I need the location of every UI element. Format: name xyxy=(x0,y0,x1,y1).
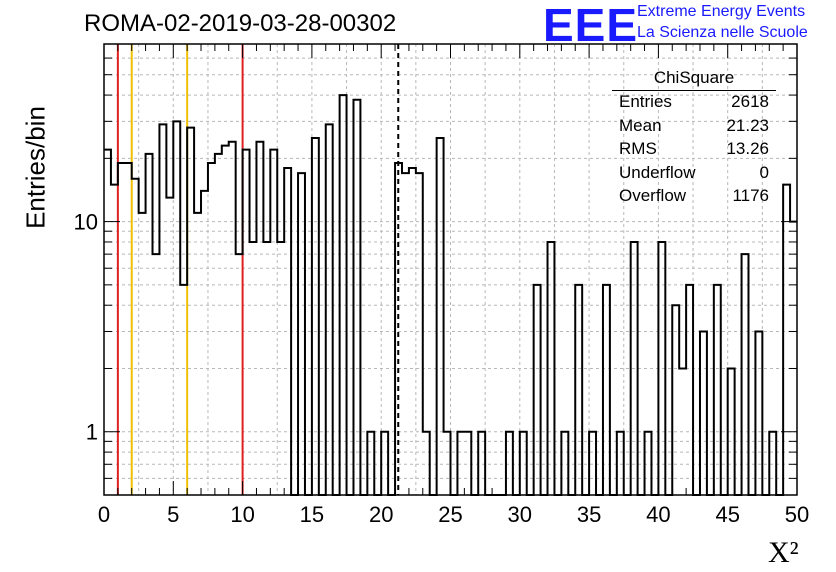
x-axis-label: X² xyxy=(768,536,799,569)
stats-key: Underflow xyxy=(619,163,696,182)
histogram-bin xyxy=(243,150,250,495)
stats-value: 13.26 xyxy=(726,139,769,158)
x-tick-label: 30 xyxy=(508,502,532,527)
x-tick-label: 20 xyxy=(369,502,393,527)
x-tick-label: 5 xyxy=(167,502,179,527)
histogram-outline xyxy=(104,94,797,496)
stats-key: Mean xyxy=(619,116,662,135)
histogram-bin xyxy=(215,154,222,495)
x-tick-label: 25 xyxy=(438,502,462,527)
histogram-bin xyxy=(173,121,180,495)
stats-row-rms: RMS 13.26 xyxy=(619,139,769,163)
stats-box-title: ChiSquare xyxy=(653,68,735,87)
histogram-bin xyxy=(201,191,208,495)
x-tick-label: 50 xyxy=(785,502,809,527)
histogram-bin xyxy=(742,254,749,495)
histogram-bin xyxy=(208,163,215,495)
y-tick-label: 1 xyxy=(86,420,98,445)
chart-title: ROMA-02-2019-03-28-00302 xyxy=(84,10,397,37)
x-tick-label: 0 xyxy=(98,502,110,527)
histogram-bin xyxy=(755,331,762,495)
stats-value: 21.23 xyxy=(726,116,769,135)
x-tick-label: 45 xyxy=(715,502,739,527)
y-tick-label: 10 xyxy=(74,210,98,235)
stats-value: 0 xyxy=(759,163,769,182)
histogram-bin xyxy=(672,305,679,495)
y-axis-label-box: Entries/bin xyxy=(6,106,51,232)
histogram-bin xyxy=(236,254,243,495)
histogram-bin xyxy=(270,150,277,495)
stats-row-underflow: Underflow 0 xyxy=(619,163,769,187)
x-tick-label: 10 xyxy=(230,502,254,527)
histogram-bin xyxy=(603,285,610,495)
histogram-bin xyxy=(326,124,333,495)
stats-key: Entries xyxy=(619,92,672,111)
stats-key: Overflow xyxy=(619,186,687,205)
histogram-bin xyxy=(229,142,236,495)
histogram-bin xyxy=(132,179,139,495)
histogram-bin xyxy=(187,128,194,495)
histogram-bin xyxy=(353,100,360,495)
y-axis-label: Entries/bin xyxy=(20,106,51,229)
x-tick-label: 15 xyxy=(300,502,324,527)
histogram-bin xyxy=(222,146,229,495)
axis-ticks xyxy=(103,44,798,495)
histogram-bin xyxy=(139,213,146,495)
histogram-bin xyxy=(534,285,541,495)
stats-row-mean: Mean 21.23 xyxy=(619,116,769,140)
x-tick-label: 35 xyxy=(577,502,601,527)
histogram-bin xyxy=(700,331,707,495)
histogram-bin xyxy=(159,124,166,495)
stats-divider xyxy=(612,90,776,91)
tick-labels: 0 5 10 15 20 25 30 35 40 45 50 1 10 xyxy=(74,210,810,527)
histogram-bin xyxy=(256,142,263,495)
histogram-bins xyxy=(104,94,797,496)
stats-key: RMS xyxy=(619,139,657,158)
histogram-bin xyxy=(340,95,347,495)
histogram-bin xyxy=(686,285,693,495)
histogram-bin xyxy=(194,213,201,495)
x-tick-label: 40 xyxy=(646,502,670,527)
histogram-bin xyxy=(395,163,402,495)
histogram-bin xyxy=(790,222,797,495)
logo-line2: La Scienza nelle Scuole xyxy=(637,24,808,41)
histogram-bin xyxy=(104,150,111,495)
histogram-bin xyxy=(714,285,721,495)
stats-value: 2618 xyxy=(731,92,769,111)
reference-lines xyxy=(116,44,400,495)
histogram-bin xyxy=(153,254,160,495)
histogram-bin xyxy=(118,163,125,495)
stats-row-entries: Entries 2618 xyxy=(619,92,769,116)
stats-value: 1176 xyxy=(732,186,769,205)
histogram-bin xyxy=(575,285,582,495)
histogram-bin xyxy=(180,285,187,495)
eee-logo: EEE xyxy=(543,0,639,51)
logo-line1: Extreme Energy Events xyxy=(637,3,806,20)
stats-row-overflow: Overflow 1176 xyxy=(619,186,769,210)
grid-lines xyxy=(104,44,797,495)
histogram-bin xyxy=(146,154,153,495)
histogram-bin xyxy=(125,163,132,495)
